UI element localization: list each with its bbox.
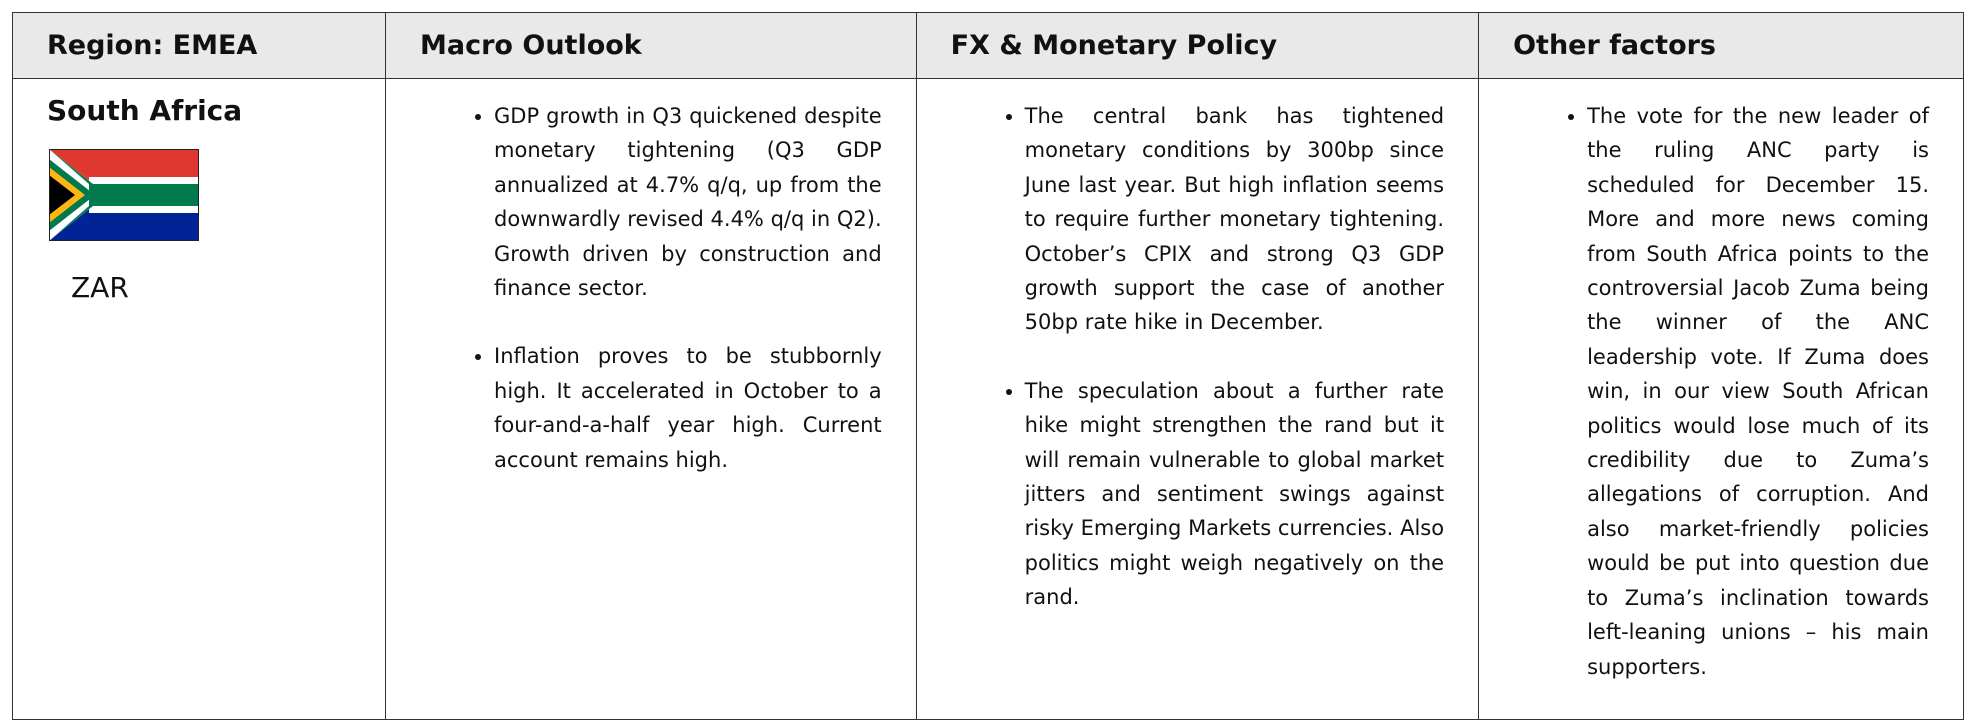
header-cell: Macro Outlook (385, 12, 917, 79)
bullet: Inflation proves to be stubbornly high. … (494, 339, 882, 477)
bullet-list: The vote for the new leader of the rulin… (1479, 79, 1963, 684)
country: South Africa (47, 94, 243, 127)
bullet-list: GDP growth in Q3 quickened despite monet… (386, 79, 916, 477)
body-row: South Africa ZAR GDP growth in Q3 quicke… (11, 78, 1964, 720)
fx-cell: The central bank has tightened monetary … (915, 78, 1480, 720)
currency: ZAR (71, 271, 129, 304)
bullet: The speculation about a further rate hik… (1025, 374, 1444, 615)
macro-cell: GDP growth in Q3 quickened despite monet… (385, 78, 917, 720)
header-cell: Other factors (1478, 12, 1964, 79)
header-cell: FX & Monetary Policy (915, 12, 1480, 79)
outlook-table: Region: EMEA Macro Outlook FX & Monetary… (11, 12, 1964, 720)
page: Region: EMEA Macro Outlook FX & Monetary… (0, 0, 1964, 698)
bullet: The central bank has tightened monetary … (1025, 99, 1444, 340)
flag (49, 149, 199, 241)
region-cell: South Africa ZAR (11, 78, 387, 720)
header-cell: Region: EMEA (11, 12, 387, 79)
other-cell: The vote for the new leader of the rulin… (1478, 78, 1964, 720)
bullet-list: The central bank has tightened monetary … (917, 79, 1478, 615)
header-row: Region: EMEA Macro Outlook FX & Monetary… (11, 12, 1964, 79)
bullet: GDP growth in Q3 quickened despite monet… (494, 99, 882, 305)
bullet: The vote for the new leader of the rulin… (1587, 99, 1929, 684)
